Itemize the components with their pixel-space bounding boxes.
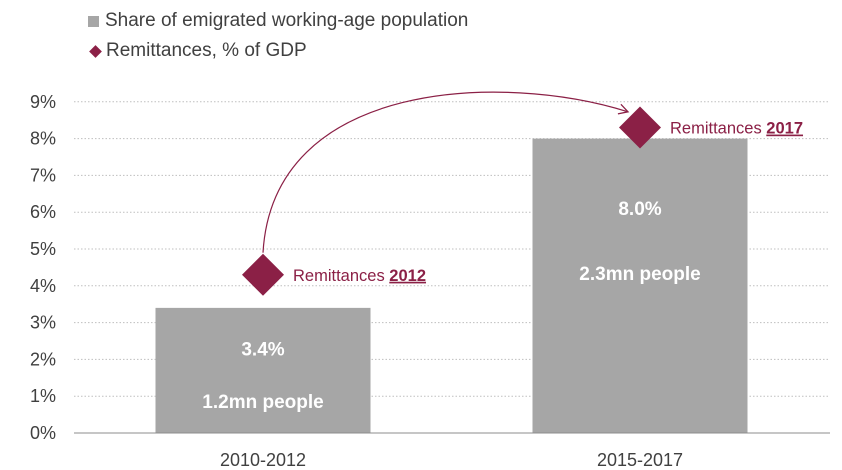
legend-label-remittances: Remittances, % of GDP [106, 40, 307, 61]
remittance-diamond-marker [242, 253, 284, 296]
x-tick-label: 2010-2012 [220, 450, 306, 470]
remittance-trend-arrow [262, 91, 630, 253]
y-tick-label: 5% [30, 239, 56, 259]
remittance-annotation-label: Remittances [293, 267, 389, 285]
bar-value-label: 8.0% [618, 199, 661, 220]
remittance-annotation: Remittances 2012 [293, 267, 426, 285]
remittance-diamond-marker [619, 106, 661, 149]
bar-people-label: 1.2mn people [202, 392, 323, 413]
remittance-annotation-year: 2017 [766, 120, 803, 138]
remittance-annotation-year: 2012 [389, 267, 426, 285]
legend-item-remittances: Remittances, % of GDP [88, 36, 468, 66]
bar [155, 307, 371, 433]
y-tick-label: 6% [30, 202, 56, 222]
remittance-annotation-label: Remittances [670, 120, 766, 138]
bar [532, 138, 748, 433]
x-tick-label: 2015-2017 [597, 450, 683, 470]
bar-people-label: 2.3mn people [579, 264, 700, 285]
legend: Share of emigrated working-age populatio… [88, 6, 468, 66]
legend-bar-swatch [88, 15, 99, 27]
bar-value-label: 3.4% [241, 339, 284, 360]
y-tick-label: 0% [30, 423, 56, 443]
legend-item-emigration: Share of emigrated working-age populatio… [88, 6, 468, 36]
y-tick-label: 4% [30, 276, 56, 296]
y-tick-label: 1% [30, 386, 56, 406]
bars: 3.4% 1.2mn people 8.0% 2.3mn people [155, 138, 748, 433]
y-tick-label: 9% [30, 92, 56, 112]
y-tick-label: 8% [30, 129, 56, 149]
axes: 0% 1% 2% 3% 4% 5% 6% 7% 8% 9% 2010-2012 2015-2017 [30, 92, 830, 470]
legend-label-emigration: Share of emigrated working-age populatio… [105, 10, 469, 31]
y-tick-label: 3% [30, 313, 56, 333]
y-tick-label: 2% [30, 349, 56, 369]
remittance-annotation: Remittances 2017 [670, 120, 803, 138]
y-tick-label: 7% [30, 165, 56, 185]
